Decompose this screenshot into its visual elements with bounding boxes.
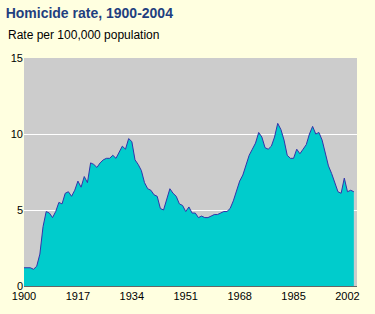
svg-text:5: 5 (17, 204, 23, 216)
svg-text:10: 10 (11, 128, 23, 140)
svg-text:Homicide rate, 1900-2004: Homicide rate, 1900-2004 (6, 5, 174, 21)
svg-text:15: 15 (11, 52, 23, 64)
svg-text:0: 0 (17, 280, 23, 292)
svg-text:1900: 1900 (12, 290, 36, 302)
svg-text:1968: 1968 (227, 290, 251, 302)
svg-text:1934: 1934 (120, 290, 144, 302)
svg-text:1951: 1951 (173, 290, 197, 302)
svg-text:2002: 2002 (335, 290, 359, 302)
svg-text:1917: 1917 (66, 290, 90, 302)
svg-text:1985: 1985 (281, 290, 305, 302)
svg-text:Rate per 100,000 population: Rate per 100,000 population (8, 28, 159, 42)
